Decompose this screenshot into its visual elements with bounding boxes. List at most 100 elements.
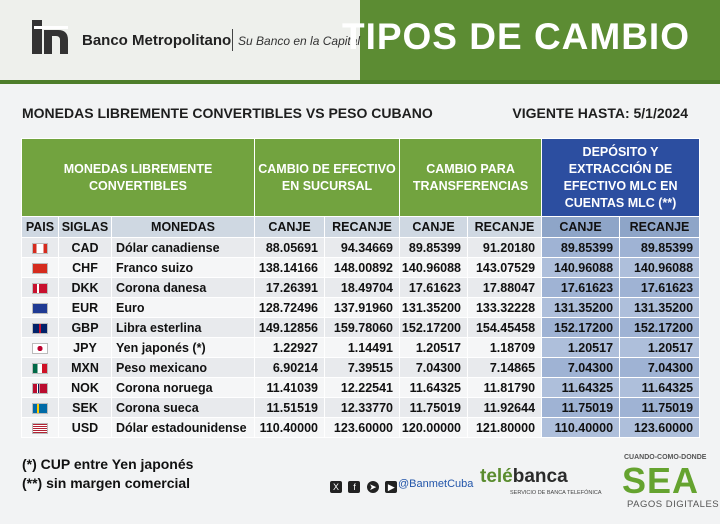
valid-until: VIGENTE HASTA: 5/1/2024 [512, 105, 688, 121]
currency-name: Yen japonés (*) [111, 337, 255, 358]
cash-recanje: 1.14491 [323, 337, 401, 358]
header-right [360, 0, 720, 80]
cash-canje: 128.72496 [254, 297, 325, 318]
page-title: TIPOS DE CAMBIO [341, 16, 690, 57]
cash-canje: 11.51519 [254, 397, 325, 418]
cash-recanje: 12.33770 [323, 397, 401, 418]
mlc-recanje: 131.35200 [619, 297, 701, 318]
currency-code: SEK [58, 397, 112, 418]
transfer-recanje: 7.14865 [467, 357, 543, 378]
mlc-canje: 17.61623 [541, 277, 621, 298]
cash-canje: 149.12856 [254, 317, 325, 338]
mlc-canje: 140.96088 [541, 257, 621, 278]
transfer-canje: 17.61623 [399, 277, 469, 298]
mlc-recanje: 89.85399 [619, 237, 701, 258]
country-flag [21, 397, 59, 418]
col-siglas: SIGLAS [58, 216, 112, 238]
table-row: CAD Dólar canadiense 88.05691 94.34669 89.85… [21, 237, 701, 258]
cash-recanje: 123.60000 [323, 417, 401, 438]
telegram-icon[interactable]: ➤ [366, 480, 379, 493]
currency-code: JPY [58, 337, 112, 358]
currency-name: Corona sueca [111, 397, 255, 418]
mlc-recanje: 11.64325 [619, 377, 701, 398]
table-subtitle: MONEDAS LIBREMENTE CONVERTIBLES VS PESO … [22, 105, 433, 121]
currency-code: USD [58, 417, 112, 438]
country-flag [21, 297, 59, 318]
header-divider [0, 80, 720, 84]
mlc-canje: 152.17200 [541, 317, 621, 338]
transfer-canje: 11.75019 [399, 397, 469, 418]
facebook-icon[interactable]: f [348, 480, 361, 493]
cash-canje: 6.90214 [254, 357, 325, 378]
transfer-recanje: 17.88047 [467, 277, 543, 298]
table-row: GBP Libra esterlina 149.12856 159.78060 152.… [21, 317, 701, 338]
country-flag [21, 377, 59, 398]
cash-canje: 110.40000 [254, 417, 325, 438]
telebanca-subtitle: SERVICIO DE BANCA TELEFÓNICA [510, 490, 602, 496]
social-handle[interactable]: @BanmetCuba [398, 478, 474, 490]
ch-flag-icon [32, 262, 48, 274]
transfer-recanje: 154.45458 [467, 317, 543, 338]
mlc-canje: 131.35200 [541, 297, 621, 318]
social-icons: X f ➤ ▶ [330, 478, 399, 493]
sea-logo: SEA [622, 460, 700, 501]
col-pais: PAIS [21, 216, 59, 238]
currency-code: CHF [58, 257, 112, 278]
currency-name: Peso mexicano [111, 357, 255, 378]
transfer-recanje: 91.20180 [467, 237, 543, 258]
table-row: MXN Peso mexicano 6.90214 7.39515 7.04300 7.1… [21, 357, 701, 378]
note-margin: (**) sin margen comercial [22, 475, 191, 491]
col-tr-recanje: RECANJE [467, 216, 543, 238]
transfer-canje: 140.96088 [399, 257, 469, 278]
ca-flag-icon [32, 242, 48, 254]
mlc-recanje: 17.61623 [619, 277, 701, 298]
col-monedas: MONEDAS [111, 216, 255, 238]
transfer-canje: 152.17200 [399, 317, 469, 338]
currency-code: DKK [58, 277, 112, 298]
transfer-canje: 89.85399 [399, 237, 469, 258]
group-header-deposito: DEPÓSITO Y EXTRACCIÓN DE EFECTIVO MLC EN… [541, 138, 701, 217]
header-separator [232, 29, 233, 51]
us-flag-icon [32, 422, 48, 434]
currency-name: Corona noruega [111, 377, 255, 398]
cash-recanje: 12.22541 [323, 377, 401, 398]
country-flag [21, 357, 59, 378]
cash-canje: 138.14166 [254, 257, 325, 278]
group-header-efectivo: CAMBIO DE EFECTIVO EN SUCURSAL [253, 138, 401, 217]
currency-name: Corona danesa [111, 277, 255, 298]
col-dep-canje: CANJE [541, 216, 621, 238]
col-dep-recanje: RECANJE [619, 216, 701, 238]
sea-subtitle: PAGOS DIGITALES [627, 499, 720, 510]
cash-recanje: 148.00892 [323, 257, 401, 278]
currency-code: GBP [58, 317, 112, 338]
currency-code: MXN [58, 357, 112, 378]
eu-flag-icon [32, 302, 48, 314]
note-yen: (*) CUP entre Yen japonés [22, 456, 194, 472]
transfer-canje: 1.20517 [399, 337, 469, 358]
mlc-canje: 110.40000 [541, 417, 621, 438]
cash-recanje: 18.49704 [323, 277, 401, 298]
x-icon[interactable]: X [330, 480, 342, 493]
telebanca-logo: telébanca [480, 466, 568, 488]
group-header-monedas: MONEDAS LIBREMENTE CONVERTIBLES [21, 138, 255, 217]
mx-flag-icon [32, 362, 48, 374]
cash-recanje: 7.39515 [323, 357, 401, 378]
country-flag [21, 237, 59, 258]
bank-slogan: Su Banco en la Capital [238, 34, 361, 48]
mlc-recanje: 7.04300 [619, 357, 701, 378]
gb-flag-icon [32, 322, 48, 334]
youtube-icon[interactable]: ▶ [385, 480, 398, 493]
currency-name: Franco suizo [111, 257, 255, 278]
cash-canje: 88.05691 [254, 237, 325, 258]
country-flag [21, 277, 59, 298]
country-flag [21, 417, 59, 438]
transfer-recanje: 11.92644 [467, 397, 543, 418]
currency-code: EUR [58, 297, 112, 318]
no-flag-icon [32, 382, 48, 394]
bank-name: Banco Metropolitano [82, 32, 232, 49]
transfer-recanje: 11.81790 [467, 377, 543, 398]
cash-canje: 11.41039 [254, 377, 325, 398]
mlc-recanje: 123.60000 [619, 417, 701, 438]
currency-name: Euro [111, 297, 255, 318]
transfer-recanje: 143.07529 [467, 257, 543, 278]
